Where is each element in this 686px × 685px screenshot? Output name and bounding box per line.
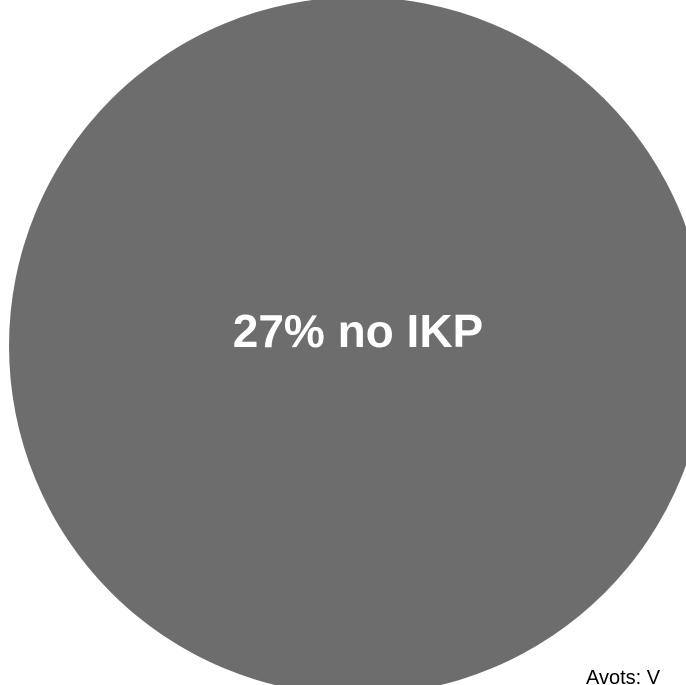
pie-slice-0 (9, 0, 686, 685)
slice-label: 27% no IKP (233, 305, 484, 357)
source-note: Avots: V (586, 667, 661, 685)
pie-slices (9, 0, 686, 685)
